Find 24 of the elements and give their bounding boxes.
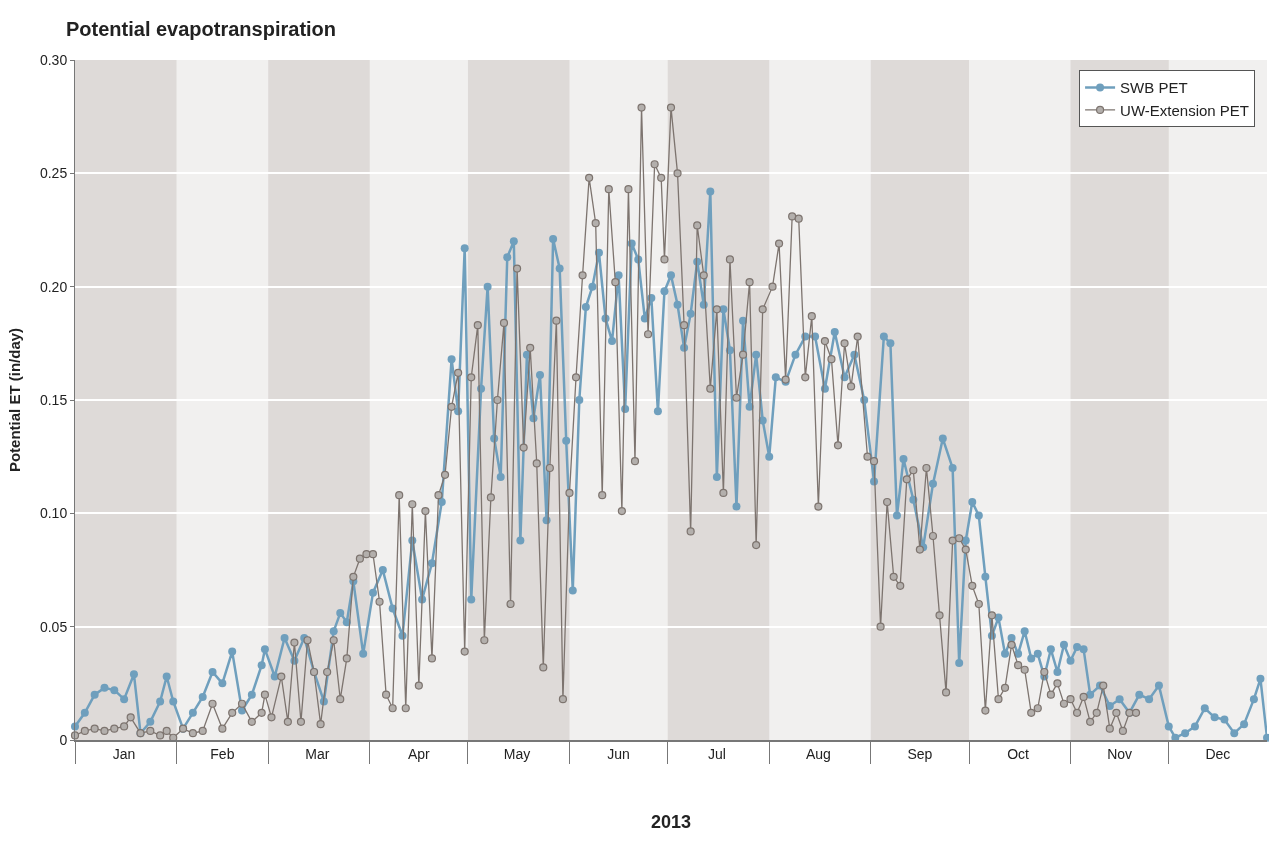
y-axis-title: Potential ET (in/day) [6,327,24,473]
y-tick-label: 0.20 [39,278,68,295]
x-tick-label: Jul [707,745,726,762]
x-tick-label: Mar [305,745,330,762]
x-tick-label: Dec [1205,745,1231,762]
x-tick-label: Feb [210,745,235,762]
legend-label: UW-Extension PET [1120,101,1250,119]
y-tick-label: 0.15 [39,391,68,408]
legend-label: SWB PET [1120,79,1188,97]
x-tick-label: May [503,745,531,762]
x-tick-label: Aug [805,745,831,762]
x-tick-label: Apr [407,745,431,762]
x-tick-label: Sep [907,745,933,762]
x-tick-label: Jun [607,745,630,762]
chart-title: Potential evapotranspiration [65,17,337,40]
y-tick-label: 0.25 [39,165,68,182]
x-tick-label: Jan [112,745,136,762]
y-tick-label: 0.05 [39,618,68,635]
x-tick-label: Nov [1107,745,1133,762]
y-tick-label: 0.30 [39,51,68,68]
y-tick-label: 0 [59,731,68,748]
x-axis-title: 2013 [650,812,692,833]
y-tick-label: 0.10 [39,505,68,522]
x-tick-label: Oct [1007,745,1030,762]
